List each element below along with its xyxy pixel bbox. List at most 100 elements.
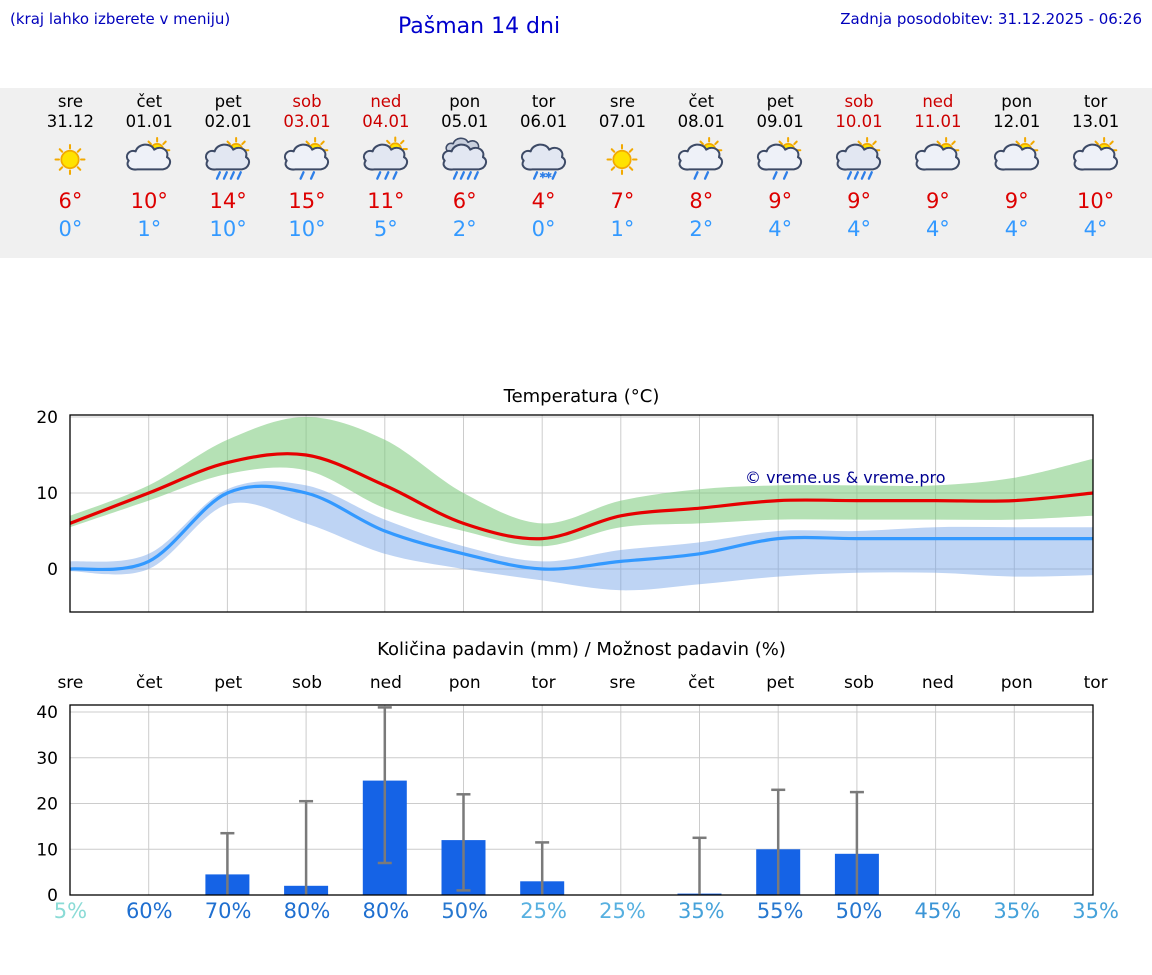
high-temp: 15° — [288, 189, 326, 213]
forecast-day: tor 13.01 10° 4° — [1056, 92, 1135, 244]
svg-text:0: 0 — [47, 886, 58, 905]
day-name: čet — [688, 92, 715, 111]
day-date: 05.01 — [441, 112, 489, 131]
sunny-icon — [583, 136, 662, 186]
high-temp: 8° — [689, 189, 714, 213]
low-temp: 1° — [610, 217, 635, 241]
forecast-day: tor 06.01 4° 0° — [504, 92, 583, 244]
sleet-icon — [504, 136, 583, 186]
precip-day-label: sob — [843, 673, 875, 693]
precip-probability: 35% — [677, 899, 725, 923]
sun-rain-icon — [741, 136, 820, 186]
page-title: Pašman 14 dni — [398, 14, 561, 39]
day-name: sob — [292, 92, 322, 111]
temperature-chart-title: Temperatura (°C) — [503, 386, 660, 407]
svg-text:20: 20 — [36, 410, 58, 428]
precip-probability: 25% — [520, 899, 567, 923]
low-temp: 0° — [531, 217, 556, 241]
precip-day-label: čet — [136, 673, 163, 693]
day-date: 31.12 — [46, 112, 95, 131]
precip-day-label: sre — [57, 673, 84, 693]
day-date: 01.01 — [125, 112, 173, 131]
day-date: 07.01 — [598, 112, 647, 131]
partly-cloudy-icon — [898, 136, 977, 186]
high-temp: 9° — [925, 189, 950, 213]
precip-probability: 50% — [835, 899, 883, 923]
menu-hint-note: (kraj lahko izberete v meniju) — [10, 10, 231, 28]
day-name: ned — [370, 92, 402, 111]
day-name: pet — [766, 92, 794, 111]
high-temp: 4° — [531, 189, 556, 213]
forecast-strip-background — [0, 88, 1152, 258]
forecast-day: ned 11.01 9° 4° — [898, 92, 977, 244]
high-temp: 6° — [452, 189, 477, 213]
low-temp: 4° — [768, 217, 793, 241]
low-temp: 10° — [288, 217, 326, 241]
precip-probability: 80% — [362, 899, 410, 923]
precip-probability: 80% — [283, 899, 331, 923]
sun-rain-icon — [662, 136, 741, 186]
day-name: sre — [609, 92, 636, 111]
low-temp: 5° — [373, 217, 398, 241]
day-name: čet — [136, 92, 163, 111]
svg-text:10: 10 — [36, 840, 58, 860]
sun-heavy-rain-icon — [820, 136, 899, 186]
forecast-day: sre 07.01 7° 1° — [583, 92, 662, 244]
high-temp: 7° — [610, 189, 635, 213]
forecast-day: sob 03.01 15° 10° — [268, 92, 347, 244]
day-name: pon — [449, 92, 481, 111]
precip-probability: 50% — [441, 899, 489, 923]
forecast-day: pet 09.01 9° 4° — [741, 92, 820, 244]
last-update-text: Zadnja posodobitev: 31.12.2025 - 06:26 — [840, 10, 1142, 28]
forecast-day: čet 01.01 10° 1° — [110, 92, 189, 244]
high-temp: 9° — [847, 189, 871, 213]
precip-probability: 35% — [1072, 899, 1119, 923]
precip-probability: 35% — [993, 899, 1041, 923]
precip-day-label: sob — [291, 673, 323, 693]
forecast-day: pet 02.01 14° 10° — [189, 92, 268, 244]
precip-probability: 70% — [204, 899, 252, 923]
precipitation-chart: 0 10 20 30 40 — [36, 703, 1094, 905]
precip-probability: 55% — [756, 899, 804, 923]
precip-day-labels-row: sre čet pet sob ned pon tor sre čet pet sob ned pon t… — [31, 673, 1135, 693]
day-name: ned — [922, 92, 954, 111]
day-date: 10.01 — [835, 112, 883, 131]
precip-day-label: ned — [369, 673, 402, 693]
low-temp: 4° — [847, 217, 871, 241]
precip-probability: 60% — [125, 899, 173, 923]
day-date: 08.01 — [677, 112, 725, 131]
watermark-text: © vreme.us & vreme.pro — [745, 468, 946, 487]
svg-text:0: 0 — [47, 560, 58, 580]
day-date: 09.01 — [756, 112, 804, 131]
day-date: 03.01 — [283, 112, 331, 131]
precipitation-chart-title: Količina padavin (mm) / Možnost padavin … — [377, 639, 786, 660]
partly-cloudy-icon — [977, 136, 1056, 186]
day-date: 13.01 — [1071, 112, 1120, 131]
forecast-day: sob 10.01 9° 4° — [820, 92, 899, 244]
forecast-day: ned 04.01 11° 5° — [346, 92, 425, 244]
day-name: sob — [844, 92, 874, 111]
rain-icon — [346, 136, 425, 186]
precip-day-label: tor — [531, 673, 556, 693]
forecast-day: pon 05.01 6° 2° — [425, 92, 504, 244]
day-date: 02.01 — [204, 112, 252, 131]
sun-rain-icon — [268, 136, 347, 186]
svg-text:10: 10 — [36, 484, 58, 504]
sunny-icon — [31, 136, 110, 186]
day-date: 12.01 — [993, 112, 1041, 131]
sun-heavy-rain-icon — [189, 136, 268, 186]
forecast-strip: sre 31.12 6° 0° čet 01.01 10° 1° pet 02.01 14° 10° s… — [31, 92, 1135, 244]
precip-probability: 45% — [914, 899, 962, 923]
forecast-day: sre 31.12 6° 0° — [31, 92, 110, 244]
day-name: pet — [214, 92, 242, 111]
low-temp: 4° — [1004, 217, 1029, 241]
partly-cloudy-icon — [110, 136, 189, 186]
svg-text:40: 40 — [36, 703, 58, 723]
high-temp: 6° — [58, 189, 83, 213]
precip-day-label: pet — [766, 673, 795, 693]
high-temp: 11° — [367, 189, 405, 213]
high-temp: 9° — [1004, 189, 1029, 213]
svg-text:30: 30 — [36, 749, 58, 769]
forecast-day: pon 12.01 9° 4° — [977, 92, 1056, 244]
